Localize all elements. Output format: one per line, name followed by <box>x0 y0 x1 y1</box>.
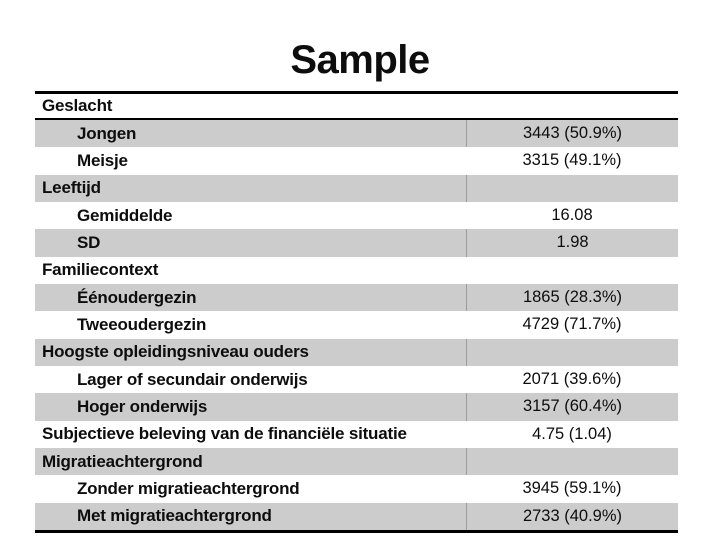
table-row: Hoogste opleidingsniveau ouders <box>35 338 678 366</box>
row-value <box>466 338 678 366</box>
table-row: Lager of secundair onderwijs 2071 (39.6%) <box>35 366 678 393</box>
row-value <box>466 174 678 202</box>
row-label: Geslacht <box>42 96 113 115</box>
table-row: SD 1.98 <box>35 229 678 257</box>
row-label: Jongen <box>77 123 137 143</box>
row-value: 3443 (50.9%) <box>466 120 678 148</box>
row-value: 4729 (71.7%) <box>522 315 622 334</box>
table-row: Zonder migratieachtergrond 3945 (59.1%) <box>35 475 678 502</box>
row-value <box>466 447 678 476</box>
table-row: Leeftijd <box>35 174 678 202</box>
row-value: 2071 (39.6%) <box>522 370 622 389</box>
row-value: 1865 (28.3%) <box>466 283 678 312</box>
row-label: Familiecontext <box>42 260 159 280</box>
row-label: Lager of secundair onderwijs <box>77 369 308 389</box>
row-label: Leeftijd <box>42 178 101 198</box>
table-row: Hoger onderwijs 3157 (60.4%) <box>35 393 678 421</box>
table-header-row: Geslacht <box>35 94 678 120</box>
table-row: Éénoudergezin 1865 (28.3%) <box>35 283 678 312</box>
table-row: Met migratieachtergrond 2733 (40.9%) <box>35 502 678 530</box>
row-value: 3157 (60.4%) <box>466 393 678 421</box>
row-label: Subjectieve beleving van de financiële s… <box>42 424 407 444</box>
row-label: SD <box>77 232 101 252</box>
row-value: 1.98 <box>466 229 678 257</box>
table-row: Familiecontext <box>35 257 678 284</box>
row-label: Meisje <box>77 150 128 170</box>
row-value: 2733 (40.9%) <box>466 502 678 530</box>
row-label: Éénoudergezin <box>77 287 197 307</box>
row-label: Hoger onderwijs <box>77 396 208 416</box>
table-row: Migratieachtergrond <box>35 447 678 476</box>
row-label: Migratieachtergrond <box>42 451 203 471</box>
row-value: 3945 (59.1%) <box>522 479 622 498</box>
table-row: Gemiddelde 16.08 <box>35 202 678 229</box>
table-row: Tweeoudergezin 4729 (71.7%) <box>35 311 678 338</box>
row-value <box>466 257 678 284</box>
row-label: Met migratieachtergrond <box>77 506 272 526</box>
row-value: 3315 (49.1%) <box>522 151 622 170</box>
row-value <box>466 94 678 118</box>
row-label: Tweeoudergezin <box>77 314 207 334</box>
slide-title: Sample <box>290 38 430 82</box>
row-label: Zonder migratieachtergrond <box>77 478 300 498</box>
row-value: 16.08 <box>551 206 593 225</box>
row-label: Hoogste opleidingsniveau ouders <box>42 342 309 362</box>
row-value: 4.75 (1.04) <box>532 424 612 443</box>
table-row: Jongen 3443 (50.9%) <box>35 120 678 148</box>
row-label: Gemiddelde <box>77 205 173 225</box>
table-rows: Geslacht Jongen 3443 (50.9%) Meisje 3315 (49… <box>35 94 678 530</box>
sample-table: Geslacht Jongen 3443 (50.9%) Meisje 3315 (49… <box>35 91 678 533</box>
table-row: Meisje 3315 (49.1%) <box>35 147 678 174</box>
table-row: Subjectieve beleving van de financiële s… <box>35 421 678 448</box>
